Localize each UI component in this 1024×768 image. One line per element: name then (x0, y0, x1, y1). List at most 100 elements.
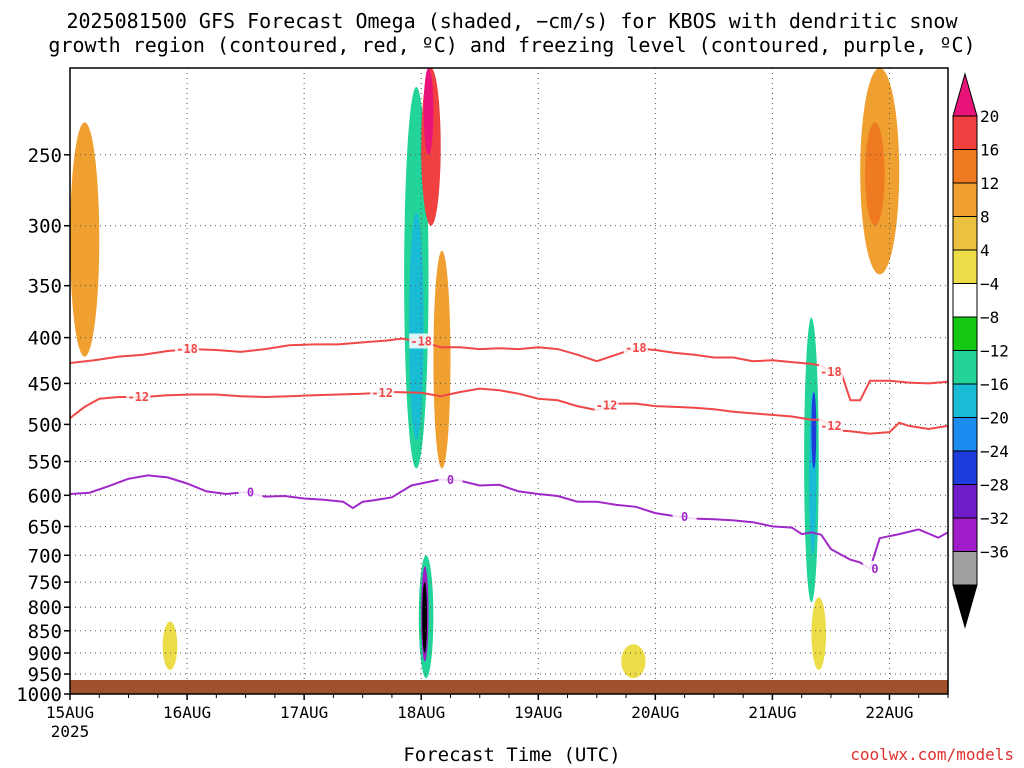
contour-label-bg (126, 389, 151, 405)
contour-label: -18 (625, 341, 647, 355)
colorbar-tick-label: −16 (980, 375, 1009, 394)
colorbar-tick-label: 16 (980, 141, 999, 160)
omega-cell (70, 122, 100, 357)
contour-label-bg (409, 333, 434, 349)
contour-label-bg (818, 364, 843, 380)
omega-cell (409, 212, 424, 440)
x-tick-sublabel: 2025 (51, 722, 90, 741)
y-tick-label: 700 (28, 545, 62, 567)
y-tick-label: 250 (28, 145, 62, 167)
colorbar-tick-label: −36 (980, 543, 1009, 562)
colorbar-box (952, 551, 978, 586)
y-tick-label: 450 (28, 373, 62, 395)
colorbar-tick-label: −8 (980, 308, 999, 327)
y-tick-label: 600 (28, 485, 62, 507)
y-tick-label: 400 (28, 328, 62, 350)
colorbar-box (952, 417, 978, 452)
x-tick-label: 17AUG (280, 703, 328, 722)
x-tick-label: 15AUG (46, 703, 94, 722)
chart-title-line2: growth region (contoured, red, ºC) and f… (48, 33, 976, 57)
x-tick-label: 21AUG (748, 703, 796, 722)
contour-label: -12 (371, 386, 393, 400)
omega-cell (422, 582, 428, 654)
contour-label-bg (238, 484, 263, 500)
omega-cell (621, 644, 646, 679)
omega-cell (811, 391, 817, 469)
contour-label: -12 (596, 398, 618, 412)
x-axis-label: Forecast Time (UTC) (403, 744, 621, 766)
y-tick-label: 850 (28, 621, 62, 643)
omega-cell (811, 597, 827, 670)
contour-label-bg (862, 560, 887, 576)
colorbar-tick-label: −20 (980, 409, 1009, 428)
y-tick-label: 350 (28, 276, 62, 298)
colorbar-tick-label: 8 (980, 208, 990, 227)
omega-cell (423, 68, 434, 155)
terrain-strip (70, 680, 948, 694)
contour-label: 0 (247, 486, 254, 500)
colorbar-tick-label: −32 (980, 509, 1009, 528)
colorbar-box (952, 216, 978, 251)
colorbar-box (952, 517, 978, 552)
colorbar-arrow-bottom (952, 584, 978, 629)
y-axis: 2503003504004505005506006507007508008509… (16, 145, 70, 706)
colorbar-arrow-top (952, 72, 978, 117)
y-tick-label: 500 (28, 414, 62, 436)
contour-label-bg (818, 417, 843, 433)
contour-label-bg (672, 508, 697, 524)
plot-background (70, 68, 948, 694)
y-tick-label: 900 (28, 643, 62, 665)
x-tick-label: 18AUG (397, 703, 445, 722)
contour-label-bg (623, 340, 648, 356)
chart-title-line1: 2025081500 GFS Forecast Omega (shaded, −… (66, 9, 958, 33)
colorbar-box (952, 182, 978, 217)
colorbar-box (952, 283, 978, 318)
colorbar-tick-label: 4 (980, 241, 990, 260)
colorbar-box (952, 450, 978, 485)
contour-label-bg (175, 341, 200, 357)
y-tick-label: 300 (28, 216, 62, 238)
credit-link[interactable]: coolwx.com/models (850, 745, 1014, 764)
colorbar-box (952, 383, 978, 418)
contour-label: -12 (127, 390, 149, 404)
contour-label: 0 (871, 562, 878, 576)
contour-label: -12 (820, 419, 842, 433)
contour-label: 0 (447, 473, 454, 487)
contour-label: 0 (681, 510, 688, 524)
omega-cell (162, 621, 178, 670)
colorbar-box (952, 115, 978, 150)
colorbar-box (952, 149, 978, 184)
contour-line (70, 474, 948, 571)
omega-cell (865, 122, 885, 226)
x-tick-label: 19AUG (514, 703, 562, 722)
omega-cells (70, 68, 900, 679)
colorbar-tick-label: −28 (980, 476, 1009, 495)
omega-cell (433, 250, 451, 469)
colorbar-box (952, 249, 978, 284)
y-tick-label: 950 (28, 664, 62, 686)
x-tick-label: 20AUG (631, 703, 679, 722)
contour-label: -18 (176, 342, 198, 356)
colorbar-box (952, 316, 978, 351)
colorbar: 20 16 12 8 4 −4 −8 −12 −16 −20 −24 −28 −32 −36 (952, 72, 1009, 629)
x-axis: 15AUG 16AUG 17AUG 18AUG 19AUG 20AUG 21AUG 22AUG… (46, 694, 949, 741)
x-tick-label: 22AUG (865, 703, 913, 722)
contour-label-bg (370, 384, 395, 400)
colorbar-box (952, 484, 978, 519)
contour-label: -18 (820, 365, 842, 379)
y-tick-label: 800 (28, 597, 62, 619)
contour-label-bg (594, 397, 619, 413)
colorbar-tick-label: −4 (980, 275, 999, 294)
y-tick-label: 1000 (16, 684, 62, 706)
x-tick-label: 16AUG (163, 703, 211, 722)
y-tick-label: 650 (28, 516, 62, 538)
y-tick-label: 750 (28, 572, 62, 594)
colorbar-tick-label: 12 (980, 174, 999, 193)
y-tick-label: 550 (28, 451, 62, 473)
contour-label-bg (438, 472, 463, 488)
colorbar-tick-label: −24 (980, 442, 1009, 461)
contour-lines: -18 -18 -18 -18 -12 -12 -12 -12 0 0 0 0 (70, 333, 948, 576)
colorbar-tick-label: 20 (980, 107, 999, 126)
contour-label: -18 (410, 334, 432, 348)
